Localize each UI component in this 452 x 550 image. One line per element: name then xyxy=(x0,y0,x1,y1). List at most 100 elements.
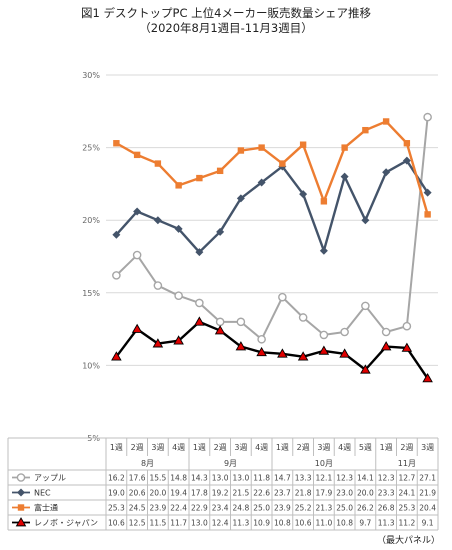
y-axis-ticks: 5%10%15%20%25%30% xyxy=(82,71,100,443)
x-tick-label: 4週 xyxy=(338,443,351,452)
month-label: 8月 xyxy=(141,459,154,468)
data-point xyxy=(236,317,246,327)
y-tick-label: 15% xyxy=(82,289,100,298)
month-label: 11月 xyxy=(398,459,416,468)
data-point xyxy=(403,140,411,147)
data-label: 12.3 xyxy=(336,474,353,483)
x-tick-label: 2週 xyxy=(131,443,144,452)
data-point xyxy=(362,126,369,134)
data-label: 11.0 xyxy=(316,519,333,528)
data-label: 17.6 xyxy=(129,474,146,483)
data-point xyxy=(153,216,162,225)
data-label: 10.8 xyxy=(274,519,291,528)
data-point xyxy=(174,291,183,301)
data-point xyxy=(278,292,287,302)
data-point xyxy=(216,227,225,236)
data-point xyxy=(380,341,392,351)
data-label: 24.1 xyxy=(399,489,416,498)
data-point xyxy=(382,118,390,125)
data-point xyxy=(340,327,349,337)
data-label: 14.1 xyxy=(357,474,374,483)
data-label: 12.4 xyxy=(212,519,229,528)
y-tick-label: 25% xyxy=(82,144,100,153)
data-point xyxy=(215,317,225,327)
data-point xyxy=(112,271,121,280)
data-point xyxy=(423,112,432,122)
table-row: レノボ・ジャパン 10.6 12.5 11.5 11.7 13.0 12.4 11.3 10.9… xyxy=(12,517,434,528)
x-tick-label: 3週 xyxy=(421,443,434,452)
data-point xyxy=(298,313,308,322)
data-label: 13.3 xyxy=(295,474,312,483)
data-point xyxy=(341,144,348,151)
data-point xyxy=(423,188,432,197)
data-point xyxy=(154,160,162,167)
chart-title: 図1 デスクトップPC 上位4メーカー販売数量シェア推移 xyxy=(81,6,371,20)
x-tick-label: 2週 xyxy=(400,443,413,452)
data-label: 10.8 xyxy=(336,519,353,528)
data-label: 16.2 xyxy=(108,474,125,483)
data-point xyxy=(175,182,182,189)
data-point xyxy=(195,298,204,308)
legend-label: NEC xyxy=(34,489,51,498)
data-label: 23.9 xyxy=(150,504,167,513)
series-triangle-red xyxy=(111,316,433,383)
data-label: 23.3 xyxy=(378,489,395,498)
data-label: 26.8 xyxy=(378,504,395,513)
data-point xyxy=(258,144,265,151)
data-label: 11.8 xyxy=(253,474,270,483)
data-label: 17.9 xyxy=(316,489,333,498)
data-point xyxy=(319,330,329,340)
series-diamond xyxy=(112,156,432,257)
x-tick-label: 2週 xyxy=(214,443,227,452)
data-point xyxy=(361,216,370,225)
table-row: アップル 16.2 17.6 15.5 14.8 14.3 13.0 13.0 11.8 14.7… xyxy=(12,473,436,483)
data-label: 20.0 xyxy=(357,489,374,498)
data-point xyxy=(16,473,26,482)
chart-title-block: 図1 デスクトップPC 上位4メーカー販売数量シェア推移 （2020年8月1週目… xyxy=(0,6,452,36)
y-tick-label: 30% xyxy=(82,71,100,80)
data-point xyxy=(111,351,122,361)
data-label: 21.9 xyxy=(419,489,436,498)
data-label: 21.3 xyxy=(316,504,333,513)
legend-label: アップル xyxy=(34,474,66,483)
data-label: 19.2 xyxy=(212,489,229,498)
data-label: 19.0 xyxy=(108,489,125,498)
data-label: 20.6 xyxy=(129,489,146,498)
data-label: 10.6 xyxy=(295,519,312,528)
data-label: 12.3 xyxy=(378,474,395,483)
data-label: 21.8 xyxy=(295,489,312,498)
data-point xyxy=(299,190,308,199)
data-label: 26.2 xyxy=(357,504,374,513)
data-point xyxy=(402,321,412,331)
data-label: 12.7 xyxy=(399,474,416,483)
x-tick-label: 3週 xyxy=(317,443,330,452)
data-point xyxy=(196,174,203,182)
series-line xyxy=(115,159,429,254)
data-point xyxy=(152,338,164,348)
data-point xyxy=(17,488,25,497)
source-note: （最大パネル） xyxy=(376,536,440,546)
data-point xyxy=(402,156,411,165)
data-point xyxy=(237,147,245,154)
legend-label: 富士通 xyxy=(34,503,58,513)
data-label: 22.6 xyxy=(253,489,270,498)
data-point xyxy=(173,335,184,345)
data-point xyxy=(216,167,224,175)
data-label: 14.8 xyxy=(170,474,187,483)
data-label: 19.4 xyxy=(170,489,187,498)
data-label: 9.1 xyxy=(422,519,434,528)
data-label: 14.7 xyxy=(274,474,291,483)
data-label: 23.9 xyxy=(274,504,291,513)
y-tick-label: 10% xyxy=(82,361,100,370)
data-point xyxy=(381,327,391,337)
data-label: 11.3 xyxy=(378,519,395,528)
data-point xyxy=(195,248,204,257)
data-label: 12.1 xyxy=(316,474,333,483)
data-point xyxy=(113,140,120,147)
data-label: 13.0 xyxy=(191,519,208,528)
series-circle-open xyxy=(112,112,432,344)
data-point xyxy=(194,316,205,326)
data-point xyxy=(320,198,328,205)
